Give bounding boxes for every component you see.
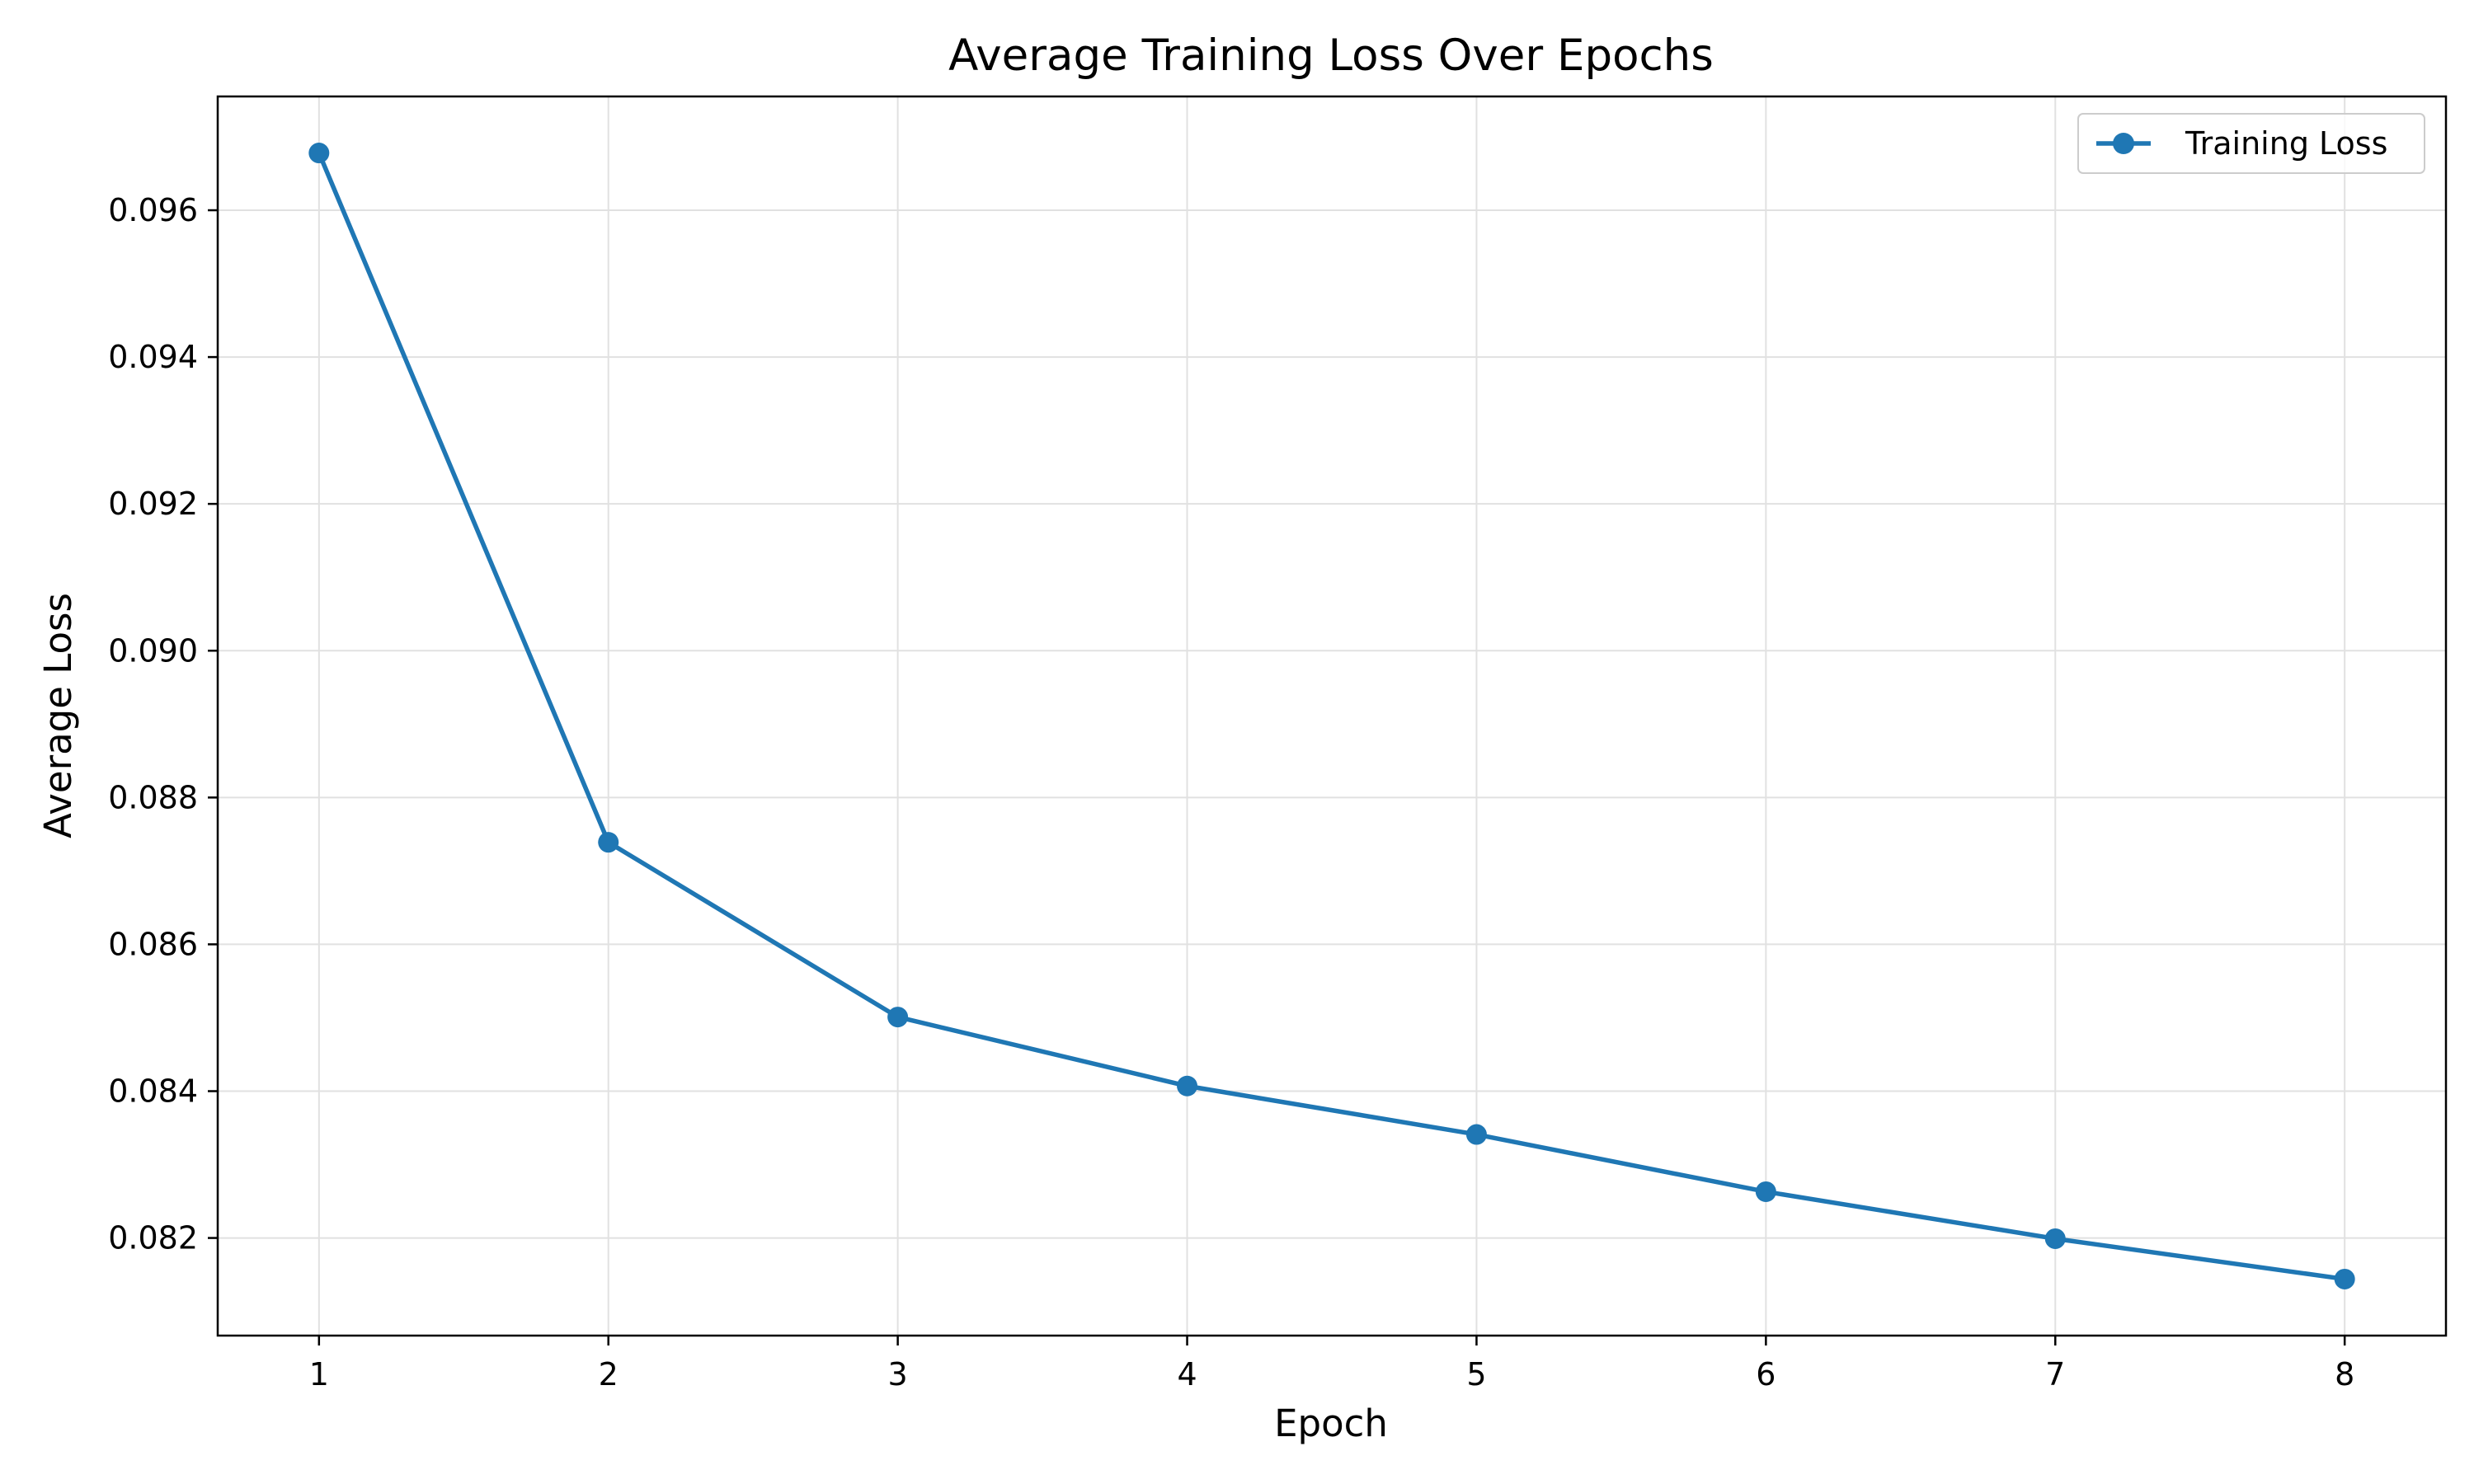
x-tick-label: 5 (1466, 1356, 1486, 1392)
series-layer (308, 143, 2355, 1289)
ticks: 1 2 3 4 5 6 7 8 0.082 0.084 0.086 0.088 0.090 0.092 0.… (108, 192, 2354, 1392)
series-line (317, 150, 2347, 1282)
legend-label: Training Loss (2185, 125, 2387, 162)
x-tick-label: 6 (1756, 1356, 1776, 1392)
plot-frame (216, 95, 2448, 1337)
y-tick-label: 0.090 (108, 632, 198, 669)
axes (216, 95, 2448, 1337)
x-tick-label: 8 (2335, 1356, 2354, 1392)
legend-marker (2113, 133, 2134, 154)
y-tick-label: 0.088 (108, 779, 198, 815)
x-tick-label: 2 (599, 1356, 618, 1392)
x-tick-label: 7 (2045, 1356, 2065, 1392)
y-tick-label: 0.082 (108, 1220, 198, 1256)
legend-box (2077, 113, 2425, 174)
y-tick-label: 0.084 (108, 1073, 198, 1109)
data-point (2044, 1228, 2066, 1249)
data-point (887, 1007, 909, 1028)
y-axis-label: Average Loss (36, 593, 80, 838)
x-tick-label: 4 (1177, 1356, 1197, 1392)
data-point (1465, 1124, 1487, 1145)
data-point (2334, 1268, 2355, 1289)
y-tick-label: 0.096 (108, 192, 198, 228)
x-tick-label: 1 (309, 1356, 329, 1392)
data-point (1177, 1075, 1198, 1097)
y-tick-label: 0.094 (108, 339, 198, 375)
data-point (308, 143, 330, 164)
grid (218, 96, 2446, 1336)
chart-title: Average Training Loss Over Epochs (948, 31, 1714, 81)
data-point (598, 832, 619, 853)
y-tick-label: 0.092 (108, 486, 198, 522)
x-axis-label: Epoch (1274, 1402, 1388, 1445)
x-tick-label: 3 (888, 1356, 908, 1392)
data-point (1755, 1181, 1776, 1202)
y-tick-label: 0.086 (108, 926, 198, 962)
legend: Training Loss (2077, 113, 2425, 174)
